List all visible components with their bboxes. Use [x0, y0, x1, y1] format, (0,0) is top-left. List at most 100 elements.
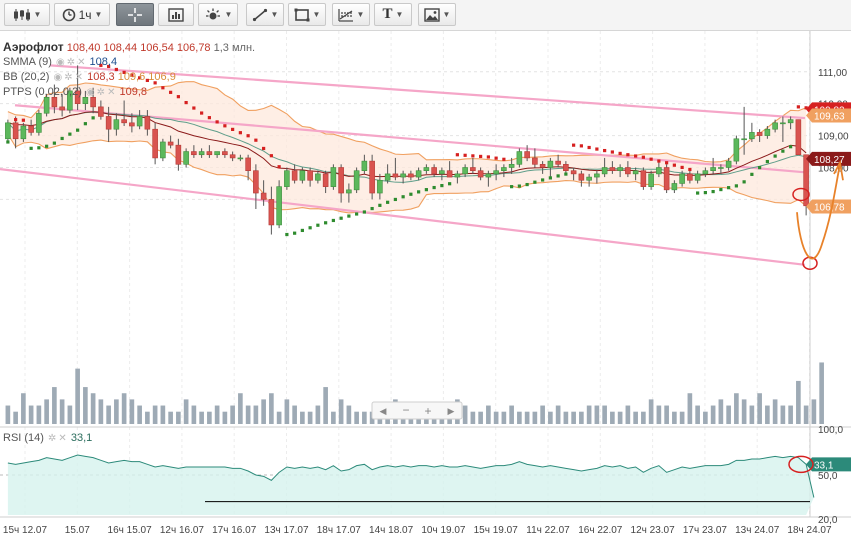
ptps-dot — [223, 124, 227, 128]
candle-body — [144, 116, 151, 130]
chevron-down-icon: ▼ — [395, 10, 404, 19]
gear-icon[interactable]: ✲ — [66, 57, 76, 68]
candle — [268, 186, 275, 235]
candle — [764, 126, 771, 139]
gear-icon[interactable]: ✲ — [48, 433, 57, 444]
gear-icon[interactable]: ✲ — [96, 87, 106, 98]
candle — [338, 164, 344, 203]
ptps-dot — [370, 206, 374, 211]
ptps-dot — [52, 141, 56, 145]
ptps-dot — [91, 116, 95, 120]
ptps-dot — [657, 159, 661, 163]
candle — [276, 180, 282, 229]
candle — [702, 167, 709, 178]
candle — [679, 170, 685, 187]
eye-icon[interactable]: ◉ — [55, 57, 65, 68]
candle — [570, 167, 577, 181]
ptps-dot — [192, 106, 196, 110]
ptps-dot — [424, 188, 428, 192]
chevron-down-icon: ▼ — [270, 10, 279, 19]
eye-icon[interactable]: ◉ — [53, 72, 63, 83]
zoom-in-icon[interactable]: + — [424, 404, 431, 418]
candle — [439, 167, 445, 181]
candle-body — [167, 141, 174, 146]
ptps-dot — [215, 120, 219, 124]
text-tool-label: T — [382, 6, 393, 22]
candle-body — [780, 122, 786, 125]
ptps-dot — [269, 154, 273, 158]
chart-view-button[interactable] — [158, 3, 194, 26]
eye-icon[interactable]: ◉ — [85, 87, 95, 98]
ptps-dot — [572, 143, 576, 147]
price-chart[interactable]: 111,00110,00109,00108,00100,0109,82109,6… — [0, 31, 851, 540]
candle-body — [129, 122, 135, 127]
interval-button[interactable]: 1ч ▼ — [54, 3, 110, 26]
ptps-dot — [6, 140, 10, 144]
shape-tool-button[interactable]: ▼ — [288, 3, 326, 26]
scroll-left-icon[interactable]: ◀ — [380, 406, 387, 416]
ptps-dot — [440, 183, 444, 188]
volume-value: 1,3 млн. — [213, 42, 256, 54]
fibonacci-tool-button[interactable]: ▼ — [332, 3, 370, 26]
time-tick-label: 14ч 18.07 — [369, 525, 414, 536]
rsi-tick-label: 20,0 — [818, 515, 838, 526]
ptps-dot — [153, 81, 157, 85]
volume-bar — [191, 405, 197, 424]
ptps-dot — [796, 105, 800, 109]
time-tick-label: 10ч 19.07 — [421, 525, 466, 536]
candle — [787, 116, 794, 130]
price-tick-label: 111,00 — [818, 68, 848, 79]
volume-bar — [98, 399, 104, 424]
volume-tick-label: 100,0 — [818, 425, 843, 436]
candle — [733, 135, 740, 165]
scroll-right-icon[interactable]: ▶ — [448, 406, 455, 416]
crosshair-button[interactable] — [116, 3, 154, 26]
candle-body — [671, 183, 678, 191]
candle — [12, 116, 19, 149]
candle — [299, 167, 306, 184]
chart-type-button[interactable]: ▼ — [4, 3, 50, 26]
volume-bar — [152, 405, 158, 424]
line-tool-button[interactable]: ▼ — [246, 3, 284, 26]
text-tool-button[interactable]: T ▼ — [374, 3, 412, 26]
bb-lower-value: 106,9 — [148, 71, 176, 83]
close-icon[interactable]: ✕ — [58, 433, 67, 444]
rsi-value: 33,1 — [70, 432, 93, 444]
volume-bar — [648, 399, 654, 424]
ptps-dot — [727, 186, 731, 190]
ptps-dot — [262, 146, 266, 151]
ptps-dot — [579, 144, 583, 148]
candle — [454, 170, 461, 184]
close-icon[interactable]: ✕ — [107, 87, 116, 98]
close-icon[interactable]: ✕ — [77, 57, 86, 68]
ptps-dot — [455, 153, 459, 157]
price-badge-label: 106,78 — [814, 202, 845, 213]
close-icon[interactable]: ✕ — [74, 72, 84, 83]
indicators-button[interactable]: ▼ — [198, 3, 238, 26]
time-tick-label: 18ч 17.07 — [317, 525, 362, 536]
chevron-down-icon: ▼ — [312, 10, 321, 19]
volume-bar — [672, 411, 677, 424]
ptps-dot — [517, 184, 521, 188]
volume-bar — [703, 411, 708, 424]
trend-line-icon — [252, 8, 267, 21]
candle — [803, 154, 809, 216]
volume-bar — [811, 399, 817, 424]
gear-icon[interactable]: ✲ — [64, 72, 73, 83]
volume-bar — [145, 411, 150, 424]
ptps-dot — [378, 203, 382, 207]
image-tool-button[interactable]: ▼ — [418, 3, 456, 26]
candle-body — [353, 170, 360, 191]
zoom-out-icon[interactable]: − — [402, 403, 409, 417]
volume-bar — [540, 405, 545, 424]
candle — [470, 157, 476, 174]
volume-bar — [772, 399, 778, 424]
chart-navigation-box[interactable] — [371, 401, 463, 420]
candle — [113, 113, 120, 136]
candle-body — [749, 132, 755, 140]
volume-bar — [803, 405, 809, 424]
volume-bar — [315, 405, 321, 424]
candle-body — [470, 167, 476, 171]
ptps-dot — [114, 67, 118, 72]
candle-body — [656, 167, 662, 175]
